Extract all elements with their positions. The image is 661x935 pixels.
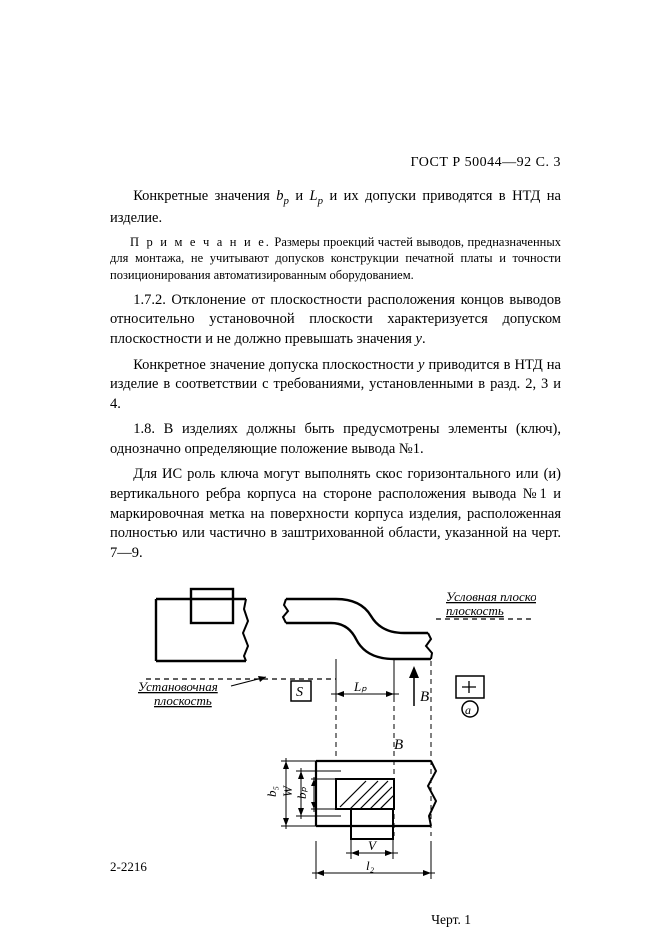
paragraph-IC: Для ИС роль ключа могут выполнять скос г… (110, 465, 561, 563)
symbol-Lp: Lp (310, 188, 324, 204)
label-cond-plane: Условная плоскость (446, 589, 536, 604)
dim-bottom-stack: V l₂ (312, 838, 435, 879)
letter-S: S (296, 685, 303, 700)
paragraph-intro: Конкретные значения bp и Lp и их допуски… (110, 187, 561, 228)
paragraph-concrete: Конкретное значение допуска плоскостност… (110, 356, 561, 415)
view-B-label: B (394, 737, 403, 753)
label-cond-plane-2: плоскость (446, 603, 504, 618)
figure-1: Условная плоскость плоскость Установочна… (110, 581, 561, 928)
note: П р и м е ч а н и е. Размеры проекций ча… (110, 234, 561, 283)
hatched-footprint (336, 779, 394, 809)
svg-text:l₂: l₂ (366, 858, 375, 873)
label-inst-plane-1: Установочная (138, 679, 218, 694)
text-run: . (422, 331, 426, 347)
sheet-number: 2-2216 (110, 859, 147, 875)
view-B-arrow: B (409, 666, 429, 706)
tol-symbol (462, 681, 476, 693)
dim-left-stack: b₅ W bₚ (264, 758, 341, 829)
figure-caption: Черт. 1 (110, 912, 561, 928)
svg-text:V: V (368, 838, 378, 853)
left-body (156, 589, 248, 661)
datum-a: a (465, 703, 471, 717)
svg-text:B: B (420, 689, 429, 705)
page-header: ГОСТ Р 50044—92 С. 3 (110, 155, 561, 171)
text-run: и (289, 188, 310, 204)
symbol-bp: bp (276, 188, 289, 204)
paragraph-18: 1.8. В изделиях должны быть предусмотрен… (110, 420, 561, 459)
dim-Lp: Lₚ (331, 659, 399, 701)
label-inst-plane-2: плоскость (154, 693, 212, 708)
document-page: ГОСТ Р 50044—92 С. 3 Конкретные значения… (0, 0, 661, 935)
text-run: Конкретные значения (133, 188, 276, 204)
note-label: П р и м е ч а н и е. (130, 235, 271, 249)
paragraph-172: 1.7.2. Отклонение от плоскостности распо… (110, 291, 561, 350)
figure-svg: Условная плоскость плоскость Установочна… (136, 581, 536, 901)
right-lead (283, 599, 432, 659)
text-run: 1.7.2. Отклонение от плоскостности распо… (110, 292, 561, 347)
svg-text:b₅: b₅ (264, 786, 279, 797)
svg-text:Lₚ: Lₚ (353, 679, 367, 694)
inner-rect (351, 809, 393, 839)
text-run: Конкретное значение допуска плоскостност… (133, 357, 418, 373)
svg-text:bₚ: bₚ (294, 787, 309, 800)
svg-text:W: W (280, 785, 295, 797)
